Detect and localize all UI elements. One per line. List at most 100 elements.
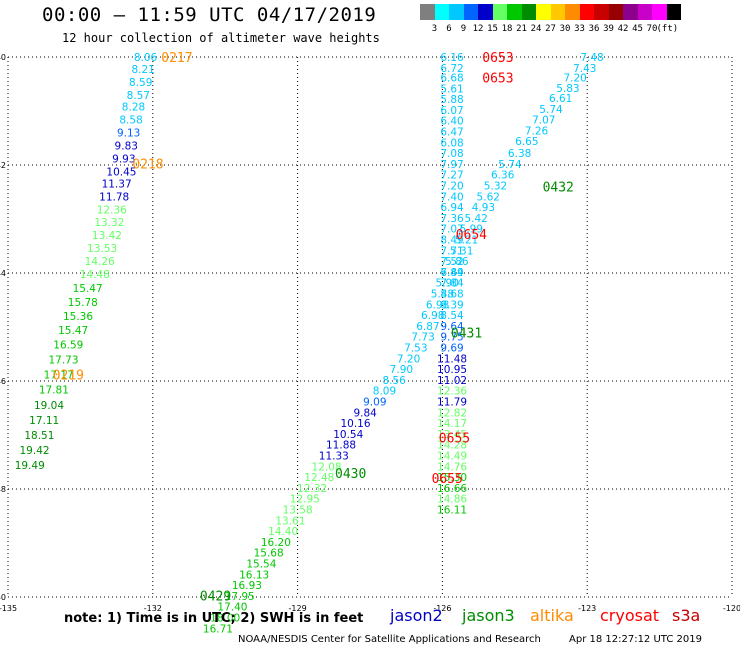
pass-time-label: 0653 (482, 51, 513, 66)
wave-height-value: 17.81 (39, 385, 69, 397)
map-subtitle: 12 hour collection of altimeter wave hei… (62, 31, 380, 45)
wave-height-value: 13.58 (283, 505, 313, 517)
wave-height-value: 18.00 (210, 613, 240, 625)
wave-height-value: 5.90 (436, 278, 459, 290)
wave-height-value: 5.74 (498, 159, 522, 171)
wave-height-value: 9.69 (440, 343, 463, 355)
wave-height-value: 14.26 (85, 256, 115, 268)
color-scale-label: 30 (559, 24, 571, 34)
wave-height-value: 6.40 (440, 116, 463, 128)
wave-height-value: 15.78 (68, 297, 98, 309)
wave-height-value: 5.88 (440, 94, 463, 106)
wave-height-value: 8.39 (440, 299, 463, 311)
wave-height-value: 19.04 (34, 400, 64, 412)
color-swatch (608, 4, 623, 20)
color-scale-label: 39 (603, 24, 614, 34)
lat-tick-label: 50 (0, 593, 6, 602)
wave-height-value: 12.36 (97, 204, 127, 216)
lat-tick-label: 42 (0, 161, 6, 170)
color-swatch (536, 4, 551, 20)
wave-height-value: 15.36 (63, 311, 93, 323)
lon-tick-label: -132 (144, 604, 162, 613)
wave-height-value: 11.78 (99, 191, 129, 203)
wave-height-value: 18.51 (24, 430, 54, 442)
wave-height-value: 15.47 (58, 325, 88, 337)
pass-time-label: 0432 (543, 181, 574, 196)
satellite-legend-s3a: s3a (672, 606, 701, 625)
wave-height-value: 7.48 (580, 52, 603, 64)
color-scale-label: 70 (646, 24, 658, 34)
wave-height-value: 15.47 (73, 283, 103, 295)
color-scale-label: 6 (446, 24, 452, 34)
satellite-legend-jason2: jason2 (390, 606, 443, 625)
color-scale-label: 18 (501, 24, 513, 34)
color-swatch (463, 4, 478, 20)
wave-height-value: 7.43 (573, 63, 596, 75)
color-scale-label: 12 (472, 24, 484, 34)
color-scale-label: 3 (431, 24, 438, 34)
wave-height-value: 7.07 (532, 115, 555, 127)
wave-height-value: 7.08 (440, 148, 463, 160)
wave-height-value: 13.53 (87, 243, 117, 255)
lon-tick-label: -123 (578, 604, 596, 613)
wave-height-value: 7.26 (525, 125, 549, 137)
color-swatch (420, 4, 435, 20)
wave-height-value: 14.48 (80, 269, 110, 281)
color-scale-label: 9 (460, 24, 467, 34)
wave-height-value: 8.56 (382, 375, 406, 387)
wave-height-value: 15.68 (254, 548, 284, 560)
wave-height-value: 6.61 (549, 93, 572, 105)
color-swatch (637, 4, 652, 20)
wave-height-value: 9.75 (440, 332, 463, 344)
wave-height-value: 6.94 (440, 202, 464, 214)
wave-height-value: 7.73 (411, 332, 434, 344)
credit-line: NOAA/NESDIS Center for Satellite Applica… (238, 634, 541, 645)
color-swatch (652, 4, 667, 20)
color-swatch (492, 4, 507, 20)
wave-height-value: 5.83 (556, 83, 579, 95)
pass-time-label: 0219 (53, 369, 84, 384)
wave-height-value: 10.95 (437, 364, 467, 376)
wave-height-value: 12.08 (312, 461, 342, 473)
pass-time-label: 0655 (432, 472, 463, 487)
wave-height-value: 8.59 (129, 77, 152, 89)
wave-height-value: 16.11 (437, 505, 467, 517)
lat-tick-label: 40 (0, 53, 6, 62)
color-swatch (565, 4, 580, 20)
pass-time-label: 0431 (451, 326, 482, 341)
wave-height-value: 5.31 (450, 245, 473, 257)
wave-height-value: 11.37 (102, 178, 132, 190)
wave-height-value: 5.21 (455, 235, 478, 247)
wave-height-value: 14.49 (437, 451, 467, 463)
wave-height-value: 7.20 (440, 181, 463, 193)
color-swatch (507, 4, 522, 20)
wave-height-value: 7.40 (440, 191, 463, 203)
map-title: 00:00 – 11:59 UTC 04/17/2019 (42, 4, 377, 26)
lat-tick-label: 44 (0, 269, 6, 278)
lon-tick-label: -120 (723, 604, 740, 613)
wave-height-value: 12.95 (290, 494, 320, 506)
wave-height-value: 6.49 (440, 267, 463, 279)
wave-height-value: 6.68 (440, 73, 463, 85)
generation-timestamp: Apr 18 12:27:12 UTC 2019 (569, 634, 702, 645)
wave-height-value: 7.97 (440, 159, 463, 171)
wave-height-value: 14.86 (437, 494, 467, 506)
wave-height-value: 19.42 (20, 445, 50, 457)
color-swatch (666, 4, 681, 20)
wave-height-value: 12.82 (437, 407, 467, 419)
wave-height-value: 12.36 (437, 386, 467, 398)
wave-height-value: 16.93 (232, 580, 262, 592)
wave-height-value: 8.09 (373, 386, 396, 398)
color-swatch (521, 4, 536, 20)
wave-height-value: 13.45 (437, 429, 467, 441)
wave-height-value: 6.98 (421, 310, 444, 322)
wave-height-value: 7.36 (440, 213, 464, 225)
wave-height-value: 9.93 (112, 154, 135, 166)
wave-height-value: 8.68 (440, 289, 463, 301)
wave-height-value: 8.28 (122, 102, 145, 114)
wave-height-value: 5.32 (484, 181, 507, 193)
lon-tick-label: -129 (289, 604, 307, 613)
wave-height-value: 12.32 (297, 483, 327, 495)
